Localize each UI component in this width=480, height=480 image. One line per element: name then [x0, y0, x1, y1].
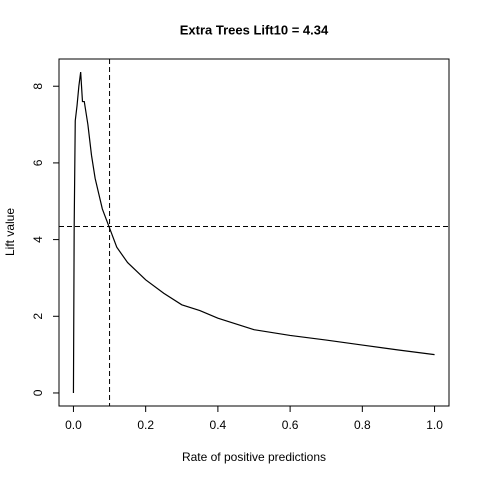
y-tick-label: 8: [31, 83, 45, 90]
y-axis-label: Lift value: [3, 208, 17, 256]
y-tick-label: 6: [31, 159, 45, 166]
line: [72, 71, 435, 393]
plot-box: [58, 58, 450, 407]
chart-title: Extra Trees Lift10 = 4.34: [180, 22, 329, 37]
x-tick-label: 0.6: [282, 418, 299, 432]
x-tick-label: 0.8: [354, 418, 371, 432]
x-tick-label: 1.0: [426, 418, 443, 432]
x-axis-label: Rate of positive predictions: [182, 450, 326, 464]
y-tick-label: 0: [31, 389, 45, 396]
x-tick-label: 0.2: [137, 418, 154, 432]
x-tick-label: 0.0: [65, 418, 82, 432]
y-tick-label: 4: [31, 236, 45, 243]
x-tick-label: 0.4: [210, 418, 227, 432]
y-tick-label: 2: [31, 313, 45, 320]
